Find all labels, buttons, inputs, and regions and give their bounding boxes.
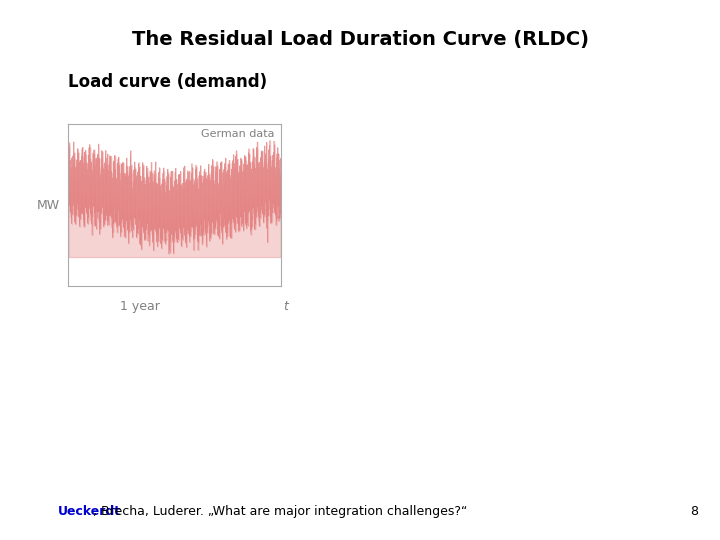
Text: t: t [283, 300, 288, 313]
Text: German data: German data [201, 129, 274, 139]
Text: Ueckerdt: Ueckerdt [58, 505, 121, 518]
Text: MW: MW [37, 199, 60, 212]
Text: 1 year: 1 year [120, 300, 161, 313]
Text: 8: 8 [690, 505, 698, 518]
Text: Load curve (demand): Load curve (demand) [68, 73, 268, 91]
Text: The Residual Load Duration Curve (RLDC): The Residual Load Duration Curve (RLDC) [132, 30, 588, 49]
Text: , Brecha, Luderer. „What are major integration challenges?“: , Brecha, Luderer. „What are major integ… [94, 505, 468, 518]
